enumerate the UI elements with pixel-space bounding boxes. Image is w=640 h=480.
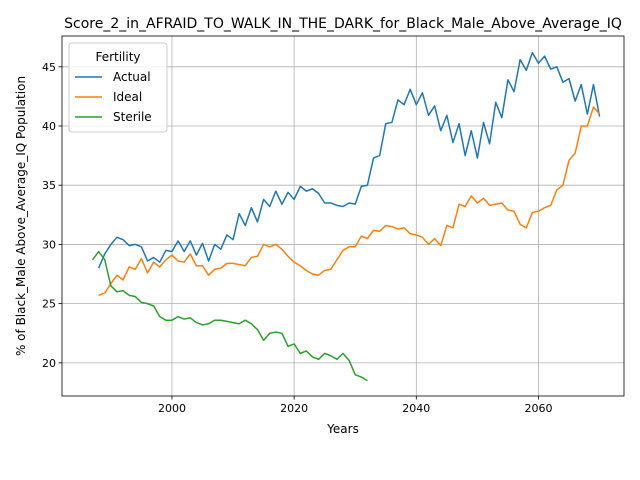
series-line-ideal	[98, 106, 601, 297]
y-tick-label: 35	[42, 179, 56, 192]
legend-label-sterile: Sterile	[113, 110, 152, 124]
legend-title: Fertility	[95, 50, 140, 64]
chart-title: Score_2_in_AFRAID_TO_WALK_IN_THE_DARK_fo…	[64, 16, 622, 32]
legend-label-actual: Actual	[113, 70, 151, 84]
series-line-actual	[97, 51, 601, 269]
legend-label-ideal: Ideal	[113, 90, 142, 104]
x-axis-label: Years	[326, 422, 359, 436]
x-tick-label: 2020	[280, 402, 308, 415]
y-tick-label: 45	[42, 61, 56, 74]
series-line-sterile	[91, 250, 368, 382]
x-tick-label: 2040	[402, 402, 430, 415]
legend: Fertility Actual Ideal Sterile	[68, 42, 168, 133]
y-axis-label: % of Black_Male Above_Average_IQ Populat…	[14, 76, 28, 356]
x-tick-label: 2000	[158, 402, 186, 415]
y-tick-label: 40	[42, 120, 56, 133]
legend-box	[68, 42, 168, 133]
y-tick-label: 20	[42, 357, 56, 370]
legend-entries: Actual Ideal Sterile	[75, 70, 152, 124]
x-tick-label: 2060	[524, 402, 552, 415]
y-tick-label: 30	[42, 238, 56, 251]
plot-frame	[61, 35, 625, 397]
series-lines	[91, 51, 601, 382]
y-tick-label: 25	[42, 298, 56, 311]
axis-ticks: 2000 2020 2040 2060 20 25 30 35 40 45	[42, 61, 552, 415]
